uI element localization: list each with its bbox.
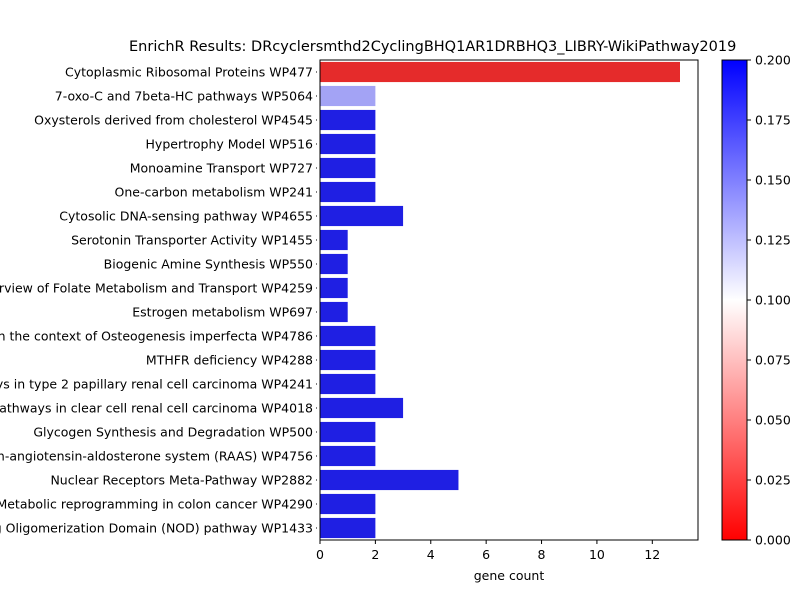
x-tick-group: 0 2 4 6 8 10 12 bbox=[316, 540, 660, 562]
bars-group bbox=[320, 61, 680, 539]
bar bbox=[320, 373, 376, 395]
y-tick-label: Metabolic reprogramming in colon cancer … bbox=[0, 497, 313, 512]
y-tick-label: Nucleotide-binding Oligomerization Domai… bbox=[0, 521, 313, 536]
x-axis-label: gene count bbox=[474, 568, 545, 583]
x-tick-label: 8 bbox=[538, 547, 546, 562]
colorbar-tick-label: 0.200 bbox=[755, 53, 791, 68]
y-tick-label: Metabolic pathways in clear cell renal c… bbox=[0, 401, 313, 416]
y-tick-label: Monoamine Transport WP727 bbox=[130, 161, 313, 176]
colorbar-tick-label: 0.125 bbox=[755, 233, 791, 248]
y-tick-label: Biogenic Amine Synthesis WP550 bbox=[104, 257, 313, 272]
y-tick-label: Estrogen metabolism WP697 bbox=[132, 305, 313, 320]
x-tick-label: 6 bbox=[482, 547, 490, 562]
y-tick-label: One-carbon metabolism WP241 bbox=[115, 185, 314, 200]
y-tick-label: Glycogen Synthesis and Degradation WP500 bbox=[33, 425, 313, 440]
bar bbox=[320, 469, 459, 491]
bar bbox=[320, 397, 404, 419]
colorbar-tick-label: 0.175 bbox=[755, 113, 791, 128]
bar bbox=[320, 133, 376, 155]
colorbar-tick-label: 0.050 bbox=[755, 413, 791, 428]
bar bbox=[320, 445, 376, 467]
y-tick-label: Renin-angiotensin-aldosterone system (RA… bbox=[0, 449, 313, 464]
bar bbox=[320, 253, 348, 275]
bar bbox=[320, 61, 680, 83]
colorbar-tick-label: 0.025 bbox=[755, 473, 791, 488]
chart-title: EnrichR Results: DRcyclersmthd2CyclingBH… bbox=[129, 39, 736, 55]
bar bbox=[320, 85, 376, 107]
y-tick-label: Pathways in type 2 papillary renal cell … bbox=[0, 377, 313, 392]
colorbar-tick-label: 0.100 bbox=[755, 293, 791, 308]
bar bbox=[320, 325, 376, 347]
colorbar-tick-label: 0.150 bbox=[755, 173, 791, 188]
colorbar-tick-label: 0.075 bbox=[755, 353, 791, 368]
x-tick-label: 0 bbox=[316, 547, 324, 562]
y-tick-label: Oxysterols derived from cholesterol WP45… bbox=[34, 113, 313, 128]
x-tick-label: 4 bbox=[427, 547, 435, 562]
y-tick-label: MTHFR deficiency WP4288 bbox=[146, 353, 313, 368]
bar bbox=[320, 277, 348, 299]
plot-frame bbox=[319, 59, 699, 541]
y-tick-label: Hypertrophy Model WP516 bbox=[146, 137, 314, 152]
bar bbox=[320, 493, 376, 515]
y-tick-label: Nuclear Receptors Meta-Pathway WP2882 bbox=[50, 473, 313, 488]
y-tick-label: Tetrahydrofolate Metabolism: Overview of… bbox=[0, 281, 313, 296]
x-tick-label: 12 bbox=[644, 547, 660, 562]
bar bbox=[320, 517, 376, 539]
y-tick-group: Cytoplasmic Ribosomal Proteins WP477 7-ox… bbox=[0, 65, 317, 536]
bar bbox=[320, 421, 376, 443]
x-tick-label: 2 bbox=[371, 547, 379, 562]
colorbar-tick-group: 0.000 0.025 0.050 0.075 0.100 0.125 0.150 0.175… bbox=[747, 53, 791, 548]
bar bbox=[320, 109, 376, 131]
bar bbox=[320, 349, 376, 371]
bar bbox=[320, 181, 376, 203]
bar bbox=[320, 301, 348, 323]
y-tick-label: Serotonin Transporter Activity WP1455 bbox=[71, 233, 313, 248]
y-tick-label: Cytoplasmic Ribosomal Proteins WP477 bbox=[65, 65, 313, 80]
y-tick-label: Cytosolic DNA-sensing pathway WP4655 bbox=[59, 209, 313, 224]
x-tick-label: 10 bbox=[589, 547, 605, 562]
colorbar-tick-label: 0.000 bbox=[755, 533, 791, 548]
bar bbox=[320, 157, 376, 179]
colorbar bbox=[721, 59, 748, 541]
y-tick-label: Vitamin D in the context of Osteogenesis… bbox=[0, 329, 313, 344]
bar bbox=[320, 229, 348, 251]
y-tick-label: 7-oxo-C and 7beta-HC pathways WP5064 bbox=[55, 89, 313, 104]
bar bbox=[320, 205, 404, 227]
